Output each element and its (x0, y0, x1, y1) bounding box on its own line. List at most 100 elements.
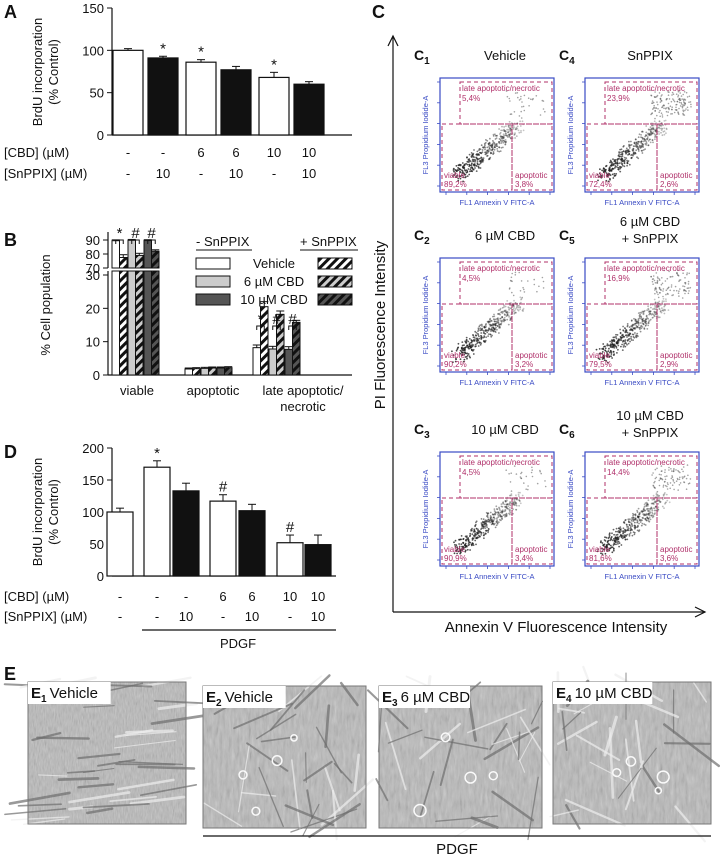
scatter-point (650, 130, 652, 133)
scatter-point (469, 168, 472, 171)
scatter-point (476, 162, 479, 164)
micrograph-caption-bg (28, 682, 111, 704)
y-axis-label-line: BrdU incorporation (30, 458, 45, 566)
scatter-point (664, 469, 666, 471)
gate-late (604, 81, 698, 125)
scatter-point (497, 512, 500, 514)
snppix-value: - (126, 166, 130, 181)
scatter-point (617, 168, 620, 171)
y-tick-label: 50 (90, 86, 104, 101)
scatter-point (619, 535, 621, 538)
scatter-point (495, 524, 498, 527)
scatter-point (631, 518, 634, 521)
micrograph-caption-sub: 3 (392, 698, 398, 709)
scatter-point (615, 541, 617, 543)
scatter-point (681, 476, 684, 478)
scatter-point (496, 134, 498, 137)
scatter-point (641, 136, 644, 139)
legend-label: 6 µM CBD (244, 274, 304, 289)
scatter-point (652, 515, 655, 518)
scatter-point (503, 130, 506, 133)
gate-label-viable: viable (589, 545, 610, 554)
scatter-point (470, 346, 472, 349)
scatter-point (613, 533, 615, 536)
scatter-point (509, 137, 512, 139)
scatter-point (502, 510, 504, 513)
scatter-point (500, 515, 502, 518)
scatter-point (500, 505, 503, 508)
scatter-point (626, 343, 628, 346)
scatter-point (496, 508, 498, 510)
scatter-point (491, 518, 494, 521)
scatter-point (610, 355, 612, 358)
scatter-point (500, 517, 503, 520)
scatter-point (610, 160, 612, 163)
scatter-point (480, 518, 483, 520)
scatter-point (501, 140, 503, 143)
scatter-point (508, 134, 510, 136)
scatter-point (615, 543, 617, 546)
scatter-point (648, 312, 651, 314)
scatter-point (645, 134, 647, 137)
scatter-point (632, 149, 635, 152)
scatter-point (461, 549, 463, 552)
scatter-point (527, 485, 529, 487)
cell-fiber (419, 722, 462, 760)
scatter-point (509, 318, 512, 321)
scatter-point (600, 552, 602, 555)
scatter-point (466, 156, 468, 159)
scatter-point (665, 293, 667, 296)
scatter-point (658, 130, 660, 133)
scatter-point (645, 134, 647, 136)
gate-late (459, 261, 553, 305)
scatter-point (644, 318, 647, 321)
scatter-point (650, 128, 653, 131)
scatter-point (636, 156, 638, 159)
plot-letter-sub: 3 (424, 430, 430, 441)
rounded-cell (612, 767, 622, 778)
scatter-point (643, 523, 646, 526)
scatter-point (484, 324, 487, 326)
scatter-point (489, 137, 491, 140)
scatter-point (650, 94, 653, 97)
scatter-point (628, 534, 631, 537)
scatter-point (504, 509, 507, 512)
scatter-point (670, 468, 672, 470)
significance-marker: * (160, 40, 166, 57)
scatter-point (462, 546, 465, 548)
scatter-point (623, 344, 625, 346)
cbd-value: - (155, 589, 159, 604)
scatter-point (638, 133, 641, 136)
scatter-point (466, 170, 469, 172)
scatter-point (620, 337, 622, 340)
scatter-point (520, 477, 523, 480)
scatter-point (501, 135, 504, 138)
scatter-point (627, 342, 630, 345)
scatter-point (480, 144, 483, 147)
scatter-point (505, 506, 508, 509)
scatter-point (646, 513, 649, 516)
scatter-point (654, 505, 657, 508)
scatter-point (605, 172, 608, 175)
scatter-point (649, 508, 652, 511)
gate-label-apoptotic: apoptotic (515, 351, 547, 360)
scatter-point (649, 507, 652, 510)
scatter-point (652, 275, 655, 277)
significance-bracket (288, 325, 297, 330)
scatter-point (518, 115, 521, 117)
scatter-point (464, 176, 466, 179)
plot-x-label: FL1 Annexin V FITC-A (604, 378, 679, 387)
scatter-point (634, 138, 637, 141)
scatter-point (641, 326, 644, 328)
scatter-point (641, 318, 644, 321)
scatter-point (665, 132, 667, 135)
scatter-point (472, 168, 475, 171)
scatter-point (474, 531, 476, 533)
scatter-point (653, 133, 656, 135)
scatter-point (660, 283, 663, 286)
cell-fiber (562, 711, 582, 730)
bar (151, 270, 160, 376)
scatter-point (490, 324, 493, 327)
scatter-point (470, 344, 473, 347)
scatter-point (502, 514, 505, 517)
